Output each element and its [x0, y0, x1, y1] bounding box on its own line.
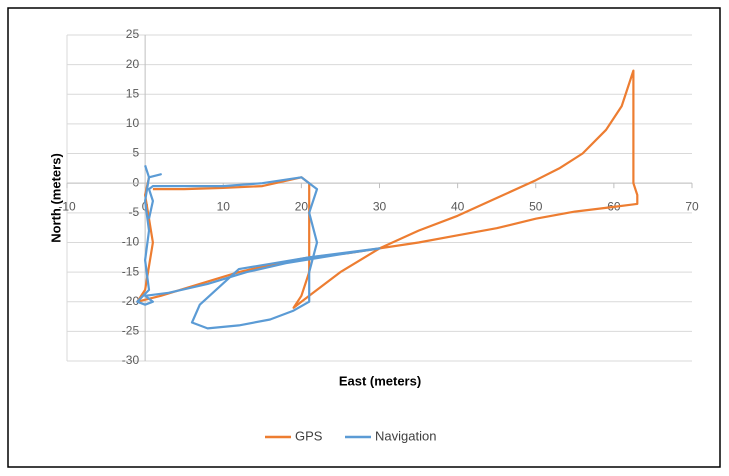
- y-tick-label: 0: [132, 175, 139, 189]
- x-tick-label: 70: [685, 199, 699, 213]
- x-tick-label: 40: [451, 199, 465, 213]
- legend-label: Navigation: [375, 428, 436, 443]
- y-tick-label: 15: [126, 86, 140, 100]
- chart-border: [7, 7, 721, 468]
- y-tick-label: 25: [126, 27, 140, 41]
- y-tick-label: 20: [126, 57, 140, 71]
- y-tick-label: -30: [122, 353, 140, 367]
- series-line: [136, 165, 381, 330]
- x-tick-label: -10: [58, 199, 76, 213]
- x-tick-label: 10: [217, 199, 231, 213]
- y-tick-label: -5: [128, 205, 139, 219]
- x-tick-label: 30: [373, 199, 387, 213]
- y-tick-label: -10: [122, 235, 140, 249]
- y-axis-title: North (meters): [48, 153, 63, 243]
- x-axis-title: East (meters): [339, 373, 421, 388]
- x-tick-label: 20: [295, 199, 309, 213]
- y-tick-label: 10: [126, 116, 140, 130]
- y-tick-label: 5: [132, 146, 139, 160]
- legend-label: GPS: [295, 428, 323, 443]
- y-tick-label: -20: [122, 294, 140, 308]
- y-tick-label: -25: [122, 324, 140, 338]
- y-tick-label: -15: [122, 264, 140, 278]
- x-tick-label: 50: [529, 199, 543, 213]
